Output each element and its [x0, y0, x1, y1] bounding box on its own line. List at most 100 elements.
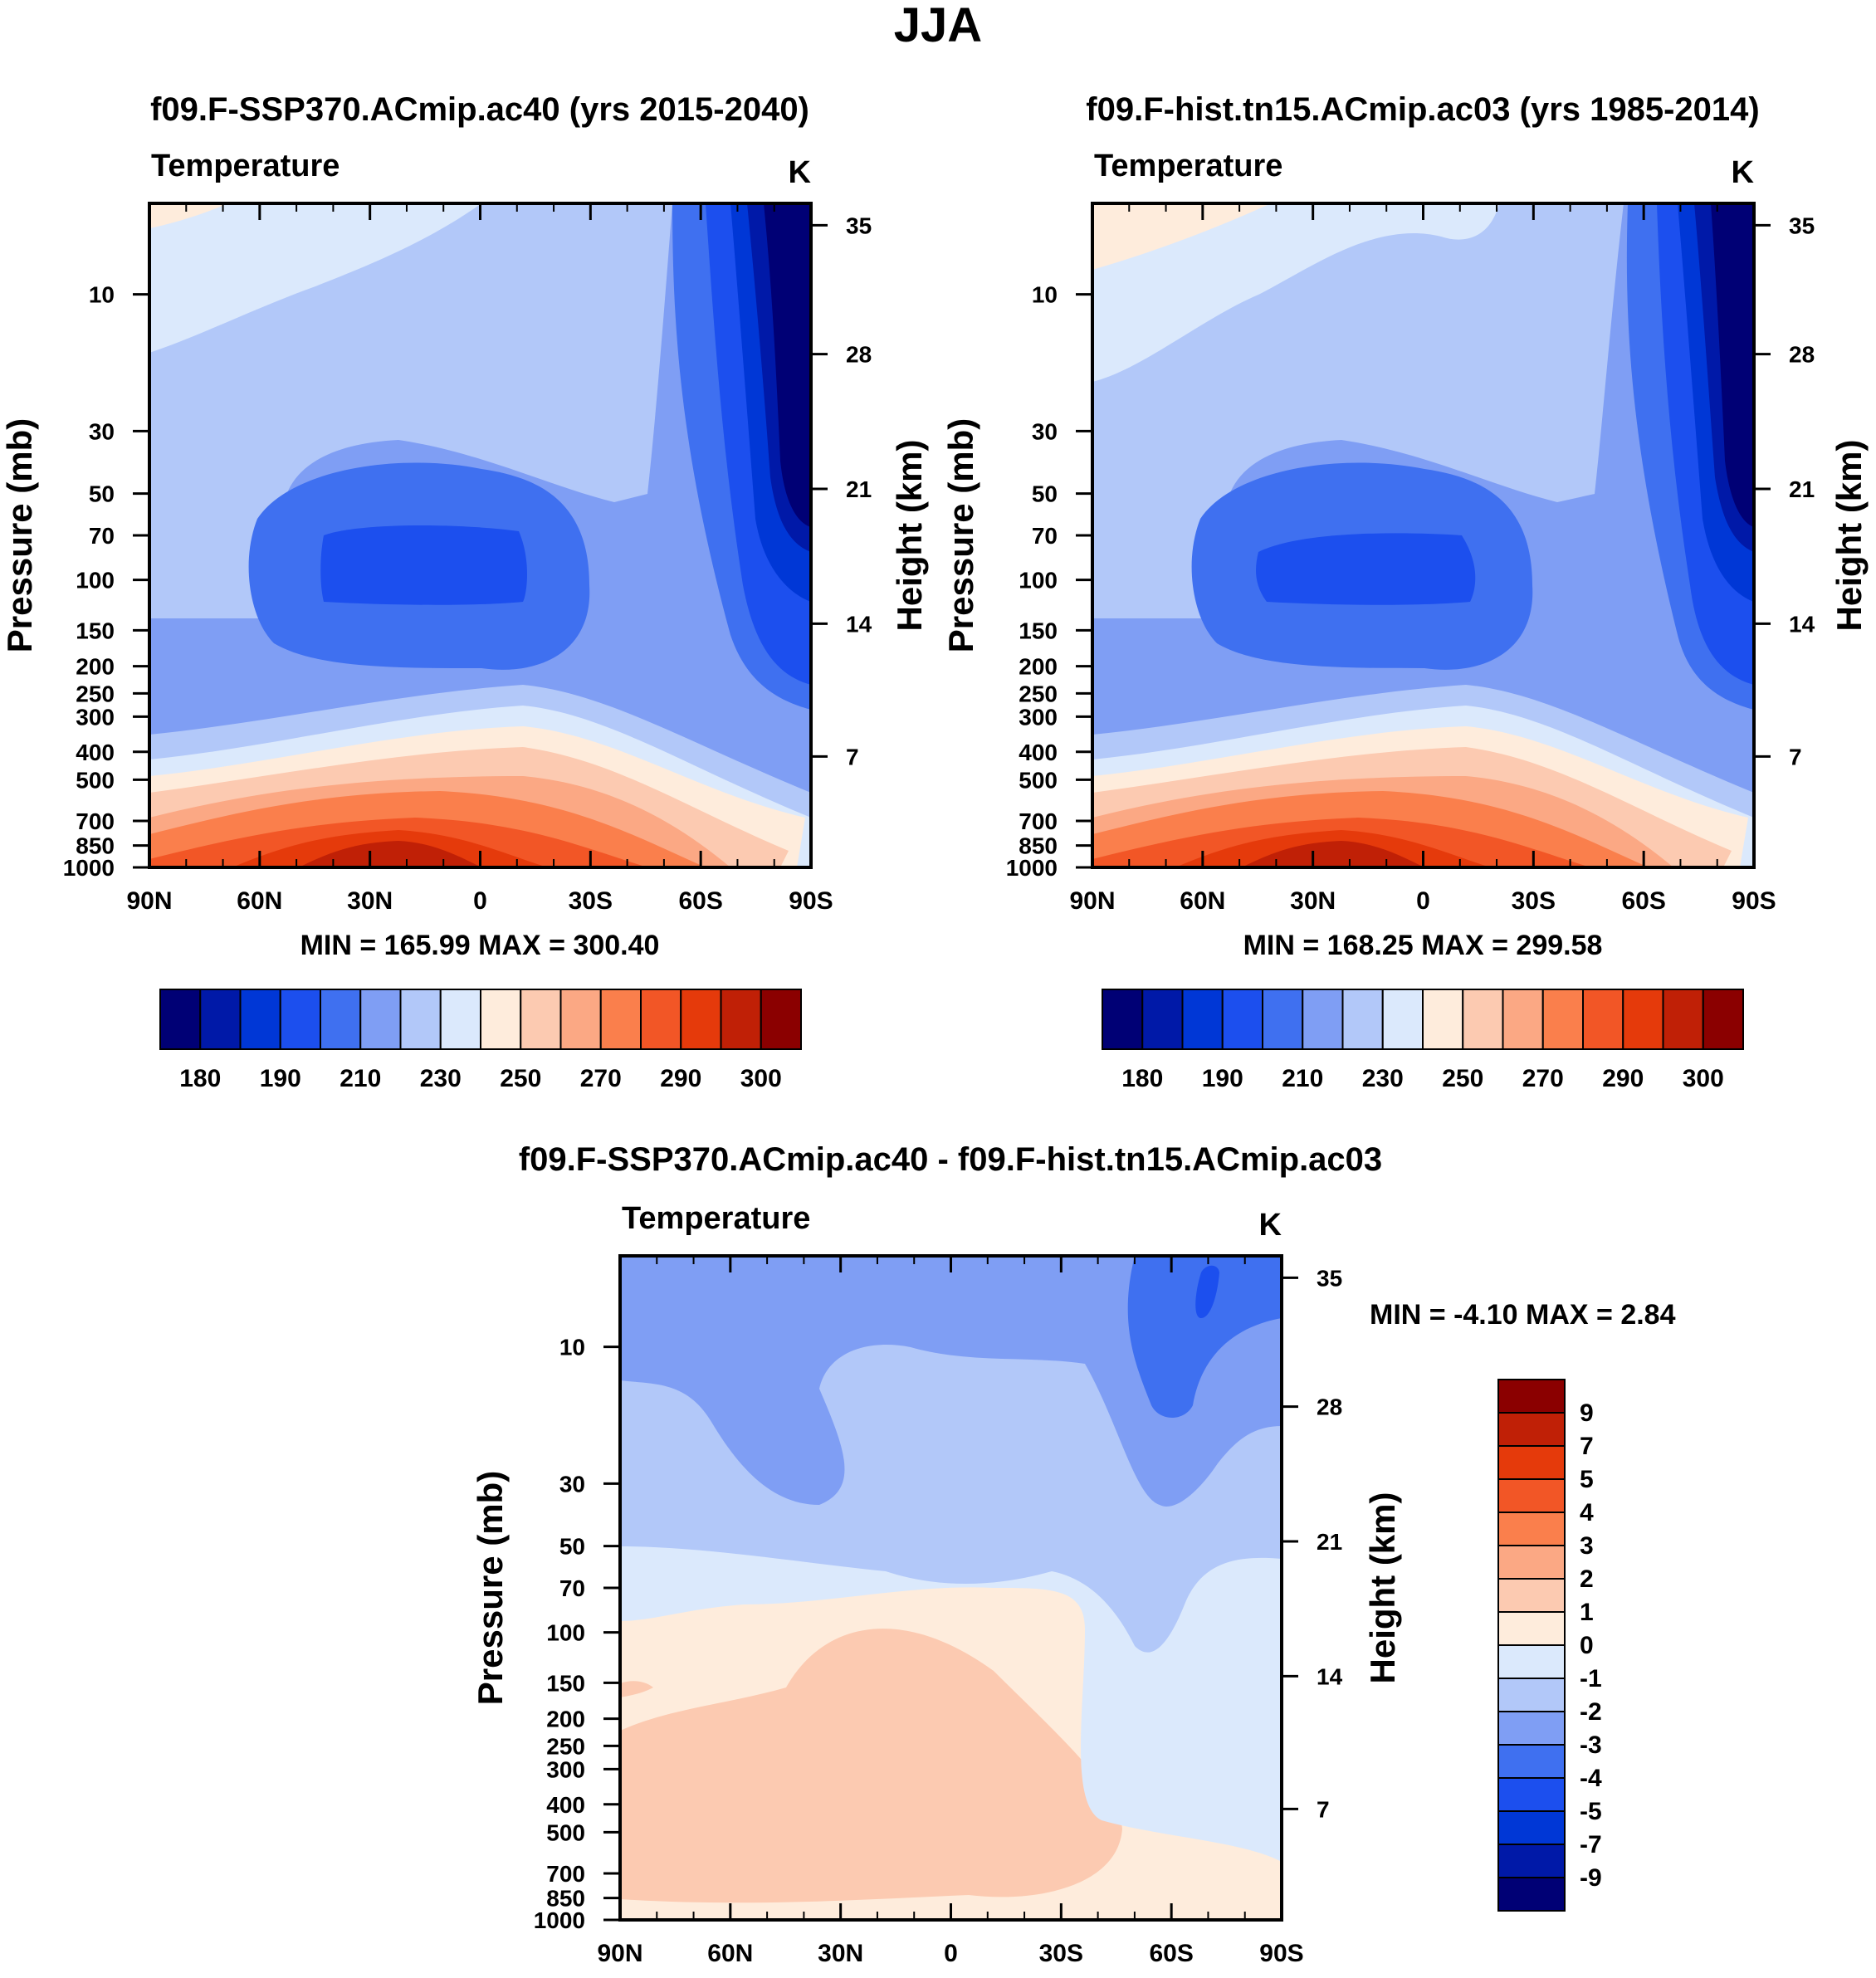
- height-tick-label: 7: [1789, 744, 1802, 769]
- panel-title: f09.F-SSP370.ACmip.ac40 (yrs 2015-2040): [150, 91, 809, 128]
- y-tick-label: 1000: [534, 1907, 585, 1933]
- x-tick-label: 30S: [1512, 887, 1556, 915]
- height-tick-label: 35: [1317, 1265, 1342, 1291]
- axes: 90N 60N 30N 0 30S 60S 90S103050701001502002503…: [63, 203, 872, 915]
- y-tick-label: 400: [76, 740, 115, 765]
- y-tick-label: 200: [1019, 654, 1058, 680]
- colorbar-swatch: [1497, 1412, 1566, 1447]
- x-tick-label: 60N: [237, 887, 282, 915]
- x-tick-label: 90N: [1069, 887, 1115, 915]
- y-tick-label: 150: [1019, 618, 1058, 643]
- contour-top-light: [149, 203, 481, 353]
- colorbar-label: 0: [1580, 1632, 1594, 1659]
- colorbar-swatch: [1497, 1512, 1566, 1546]
- colorbar-label: 250: [500, 1065, 541, 1092]
- y-tick-label: 700: [1019, 808, 1058, 834]
- colorbar: 180 190 210 230 250 270 290 300: [1102, 989, 1744, 1092]
- y-tick-label: 100: [546, 1620, 585, 1646]
- colorbar-label: 270: [580, 1065, 622, 1092]
- y-tick-label: 500: [76, 767, 115, 793]
- y-tick-label: 850: [546, 1886, 585, 1912]
- colorbar-label: 230: [1362, 1065, 1404, 1092]
- min-max-stats: MIN = 165.99 MAX = 300.40: [300, 930, 660, 961]
- y-tick-label: 400: [1019, 740, 1058, 765]
- colorbar-label: 210: [340, 1065, 381, 1092]
- y-tick-label: 850: [1019, 833, 1058, 859]
- y-tick-label: 30: [1032, 418, 1058, 444]
- contour-tropo-2: [320, 525, 527, 605]
- y-axis-right-label: Height (km): [1830, 440, 1869, 632]
- colorbar-label: 210: [1282, 1065, 1323, 1092]
- colorbar-swatch: [239, 989, 281, 1050]
- x-tick-label: 60S: [678, 887, 722, 915]
- colorbar-label: 290: [660, 1065, 701, 1092]
- colorbar-swatch: [1497, 1578, 1566, 1613]
- units-label: K: [1732, 155, 1755, 190]
- y-tick-label: 250: [546, 1733, 585, 1759]
- axes: 90N 60N 30N 0 30S 60S 90S103050701001502002503…: [1006, 203, 1815, 915]
- colorbar-swatch: [1302, 989, 1344, 1050]
- y-tick-label: 1000: [1006, 855, 1058, 881]
- colorbar-vertical: 9 7 5 4 3 2 1 0 -1 -2 -3 -4 -5 -7 -9: [1497, 1379, 1602, 1912]
- x-tick-label: 30S: [569, 887, 613, 915]
- y-tick-label: 150: [76, 618, 115, 643]
- y-tick-label: 250: [76, 681, 115, 706]
- height-tick-label: 28: [1317, 1394, 1342, 1420]
- y-axis-right-label: Height (km): [1363, 1492, 1402, 1684]
- colorbar-swatch: [279, 989, 321, 1050]
- colorbar: 180 190 210 230 250 270 290 300: [159, 989, 802, 1092]
- y-tick-label: 50: [559, 1534, 585, 1560]
- y-tick-label: 100: [76, 568, 115, 593]
- colorbar-swatch: [1102, 989, 1144, 1050]
- colorbar-swatch: [439, 989, 481, 1050]
- y-axis-label: Pressure (mb): [941, 418, 980, 652]
- colorbar-swatch: [480, 989, 522, 1050]
- panel-ssp370: f09.F-SSP370.ACmip.ac40 (yrs 2015-2040) …: [0, 91, 929, 1092]
- y-tick-label: 70: [559, 1575, 585, 1601]
- colorbar-swatch: [399, 989, 442, 1050]
- colorbar-swatch: [1622, 989, 1664, 1050]
- y-tick-label: 300: [76, 704, 115, 730]
- colorbar-label: 230: [420, 1065, 462, 1092]
- figure-title: JJA: [894, 0, 982, 52]
- contour-top-light: [1092, 203, 1499, 382]
- colorbar-swatch: [1381, 989, 1424, 1050]
- contour-corner-warm: [1092, 203, 1271, 270]
- contour-field: [149, 203, 811, 867]
- contour-pole-5: [764, 203, 811, 527]
- height-tick-label: 35: [846, 212, 872, 238]
- colorbar-swatch: [1582, 989, 1624, 1050]
- min-max-stats: MIN = -4.10 MAX = 2.84: [1370, 1299, 1676, 1331]
- y-tick-label: 50: [89, 481, 115, 507]
- y-tick-label: 300: [1019, 704, 1058, 730]
- colorbar-swatch: [1181, 989, 1224, 1050]
- colorbar-swatch: [1497, 1478, 1566, 1513]
- colorbar-label: -1: [1580, 1665, 1602, 1692]
- x-tick-label: 30N: [347, 887, 393, 915]
- variable-label: Temperature: [151, 149, 340, 183]
- x-tick-label: 30N: [1290, 887, 1336, 915]
- contour-cool-4: [1127, 1256, 1282, 1418]
- units-label: K: [789, 155, 812, 190]
- colorbar-swatch: [1662, 989, 1704, 1050]
- colorbar-label: 7: [1580, 1433, 1594, 1460]
- axes: 90N 60N 30N 0 30S 60S 90S103050701001502002503…: [534, 1256, 1343, 1967]
- height-tick-label: 35: [1789, 212, 1815, 238]
- x-tick-label: 30S: [1039, 1940, 1083, 1967]
- y-tick-label: 70: [89, 523, 115, 549]
- height-tick-label: 28: [1789, 342, 1815, 368]
- contour-field: [1092, 203, 1754, 867]
- colorbar-label: 3: [1580, 1532, 1594, 1560]
- colorbar-swatch: [1262, 989, 1304, 1050]
- y-tick-label: 150: [546, 1670, 585, 1696]
- y-tick-label: 700: [76, 808, 115, 834]
- colorbar-swatch: [1497, 1877, 1566, 1912]
- y-axis-label: Pressure (mb): [0, 418, 39, 652]
- x-tick-label: 90S: [789, 887, 833, 915]
- colorbar-swatch: [159, 989, 202, 1050]
- y-axis-label: Pressure (mb): [471, 1471, 510, 1705]
- x-tick-label: 60N: [707, 1940, 753, 1967]
- colorbar-swatch: [1221, 989, 1263, 1050]
- colorbar-swatch: [1497, 1379, 1566, 1414]
